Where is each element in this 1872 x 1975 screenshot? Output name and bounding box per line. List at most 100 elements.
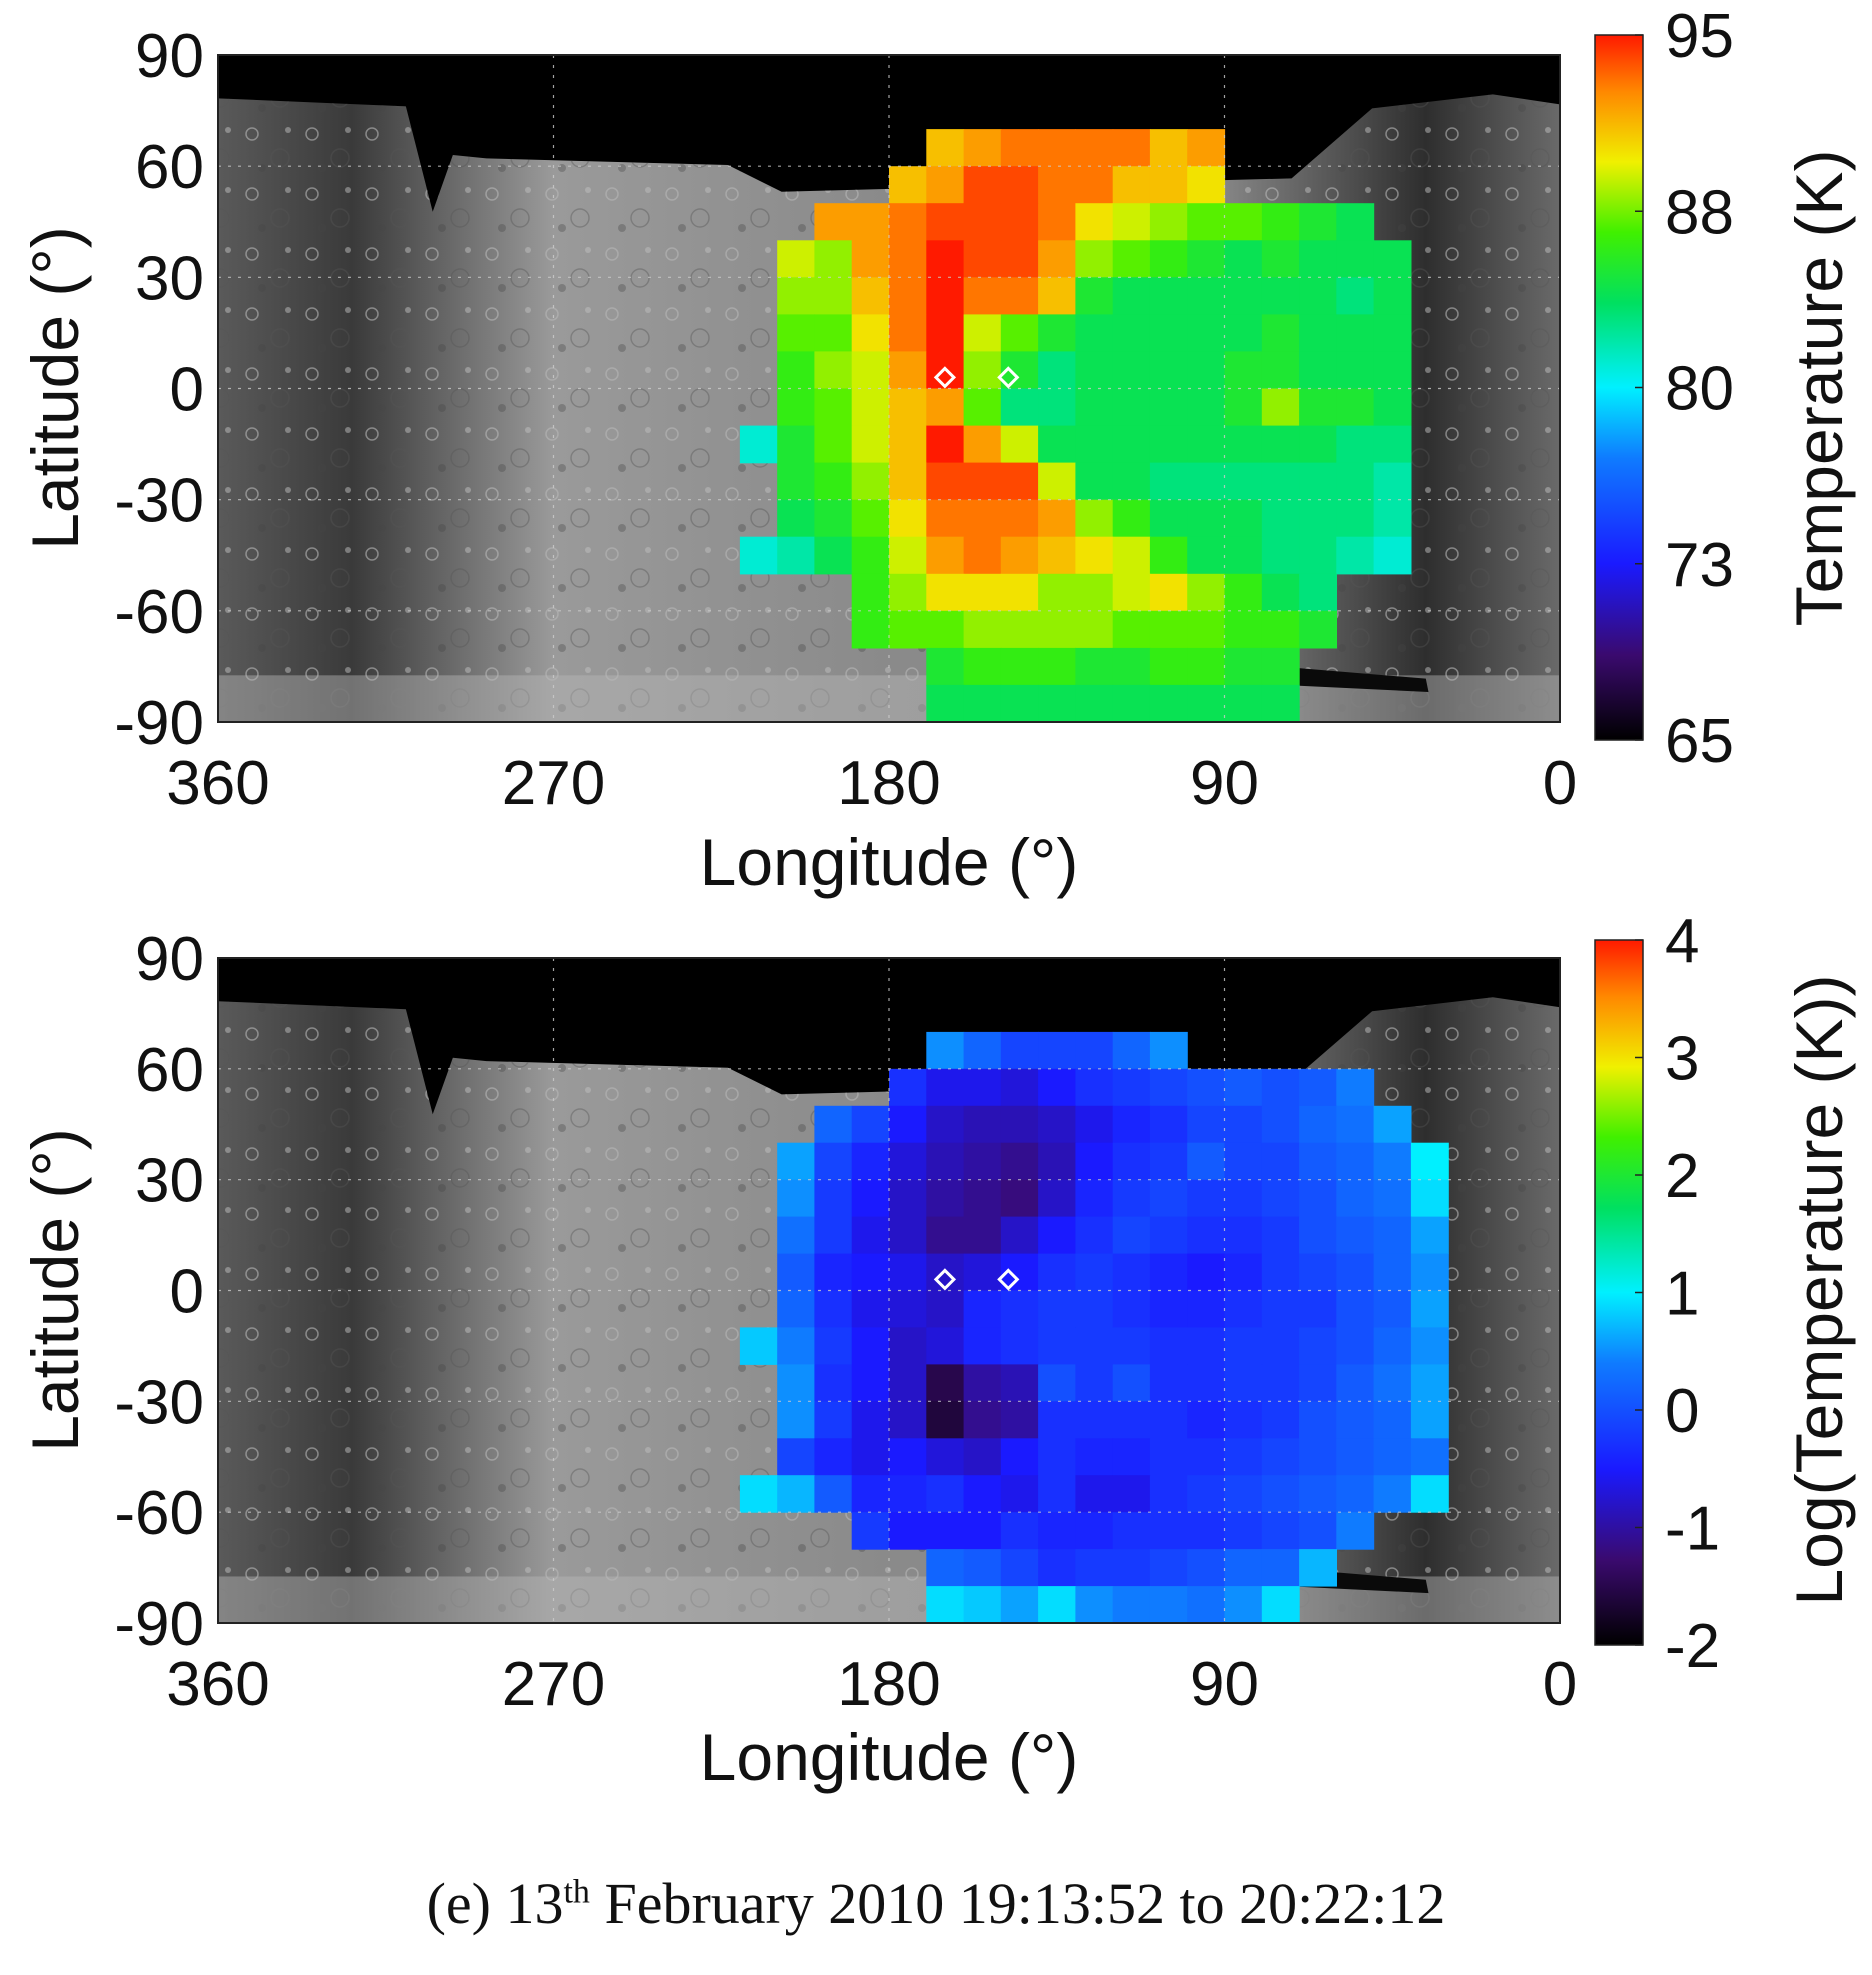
heatmap-cell: [1187, 1475, 1226, 1513]
heatmap-cell: [889, 1327, 927, 1365]
heatmap-cell: [1261, 1179, 1300, 1218]
heatmap-cell: [926, 1142, 965, 1181]
heatmap-cell: [1299, 314, 1337, 353]
colorbar-tick-label: 3: [1665, 1025, 1699, 1094]
heatmap-cell: [1112, 1327, 1151, 1365]
heatmap-cell: [1149, 1031, 1188, 1070]
heatmap-cell: [1149, 1290, 1188, 1328]
heatmap-cell: [1336, 499, 1375, 538]
heatmap-cell: [963, 1031, 1002, 1070]
heatmap-cell: [1373, 1364, 1412, 1402]
heatmap-cell: [1261, 1364, 1300, 1402]
heatmap-cell: [1336, 1438, 1375, 1476]
heatmap-cell: [1000, 1327, 1039, 1365]
heatmap-cell: [1112, 240, 1151, 278]
heatmap-cell: [1224, 1068, 1263, 1107]
heatmap-cell: [926, 277, 965, 315]
colorbar-ticks-bottom: 4 3 2 1 0 -1 -2: [1635, 907, 1720, 1681]
heatmap-cell: [926, 1364, 965, 1402]
heatmap-cell: [1000, 388, 1039, 427]
heatmap-cell: [926, 610, 965, 649]
heatmap-cell: [1075, 462, 1114, 501]
x-tick-label: 90: [1190, 1650, 1259, 1719]
heatmap-cell: [1038, 536, 1076, 575]
heatmap-cell: [1373, 1327, 1412, 1365]
heatmap-cell: [926, 1216, 965, 1255]
heatmap-cell: [777, 1401, 816, 1439]
heatmap-cell: [1038, 1142, 1076, 1181]
heatmap-cell: [926, 1549, 965, 1587]
heatmap-cell: [1224, 1290, 1263, 1328]
heatmap-cell: [926, 388, 965, 427]
heatmap-cell: [889, 1290, 927, 1328]
heatmap-cell: [1000, 536, 1039, 575]
heatmap-cell: [963, 1290, 1002, 1328]
heatmap-cell: [1187, 1068, 1226, 1107]
heatmap-cell: [1075, 1364, 1114, 1402]
heatmap-cell: [889, 1216, 927, 1255]
plot-frame-bottom: [217, 957, 1561, 1624]
heatmap-cell: [814, 1401, 853, 1439]
heatmap-cell: [1112, 1031, 1151, 1070]
heatmap-cell: [814, 277, 853, 315]
heatmap-cell: [1299, 1179, 1337, 1218]
heatmap-cell: [926, 536, 965, 575]
heatmap-cell: [777, 240, 816, 278]
heatmap-cell: [1112, 1179, 1151, 1218]
heatmap-cell: [1299, 1216, 1337, 1255]
heatmap-cell: [777, 1327, 816, 1365]
heatmap-cell: [1224, 684, 1263, 723]
heatmap-cell: [1075, 240, 1114, 278]
heatmap-cell: [1075, 1549, 1114, 1587]
grid-top: [218, 55, 1560, 722]
heatmap-cell: [1112, 573, 1151, 612]
heatmap-cell: [1261, 351, 1300, 390]
heatmap-cell: [1261, 573, 1300, 612]
grid-bottom: [218, 958, 1560, 1623]
heatmap-cell: [1410, 1142, 1449, 1181]
heatmap-cell: [889, 1142, 927, 1181]
heatmap-cell: [777, 277, 816, 315]
heatmap-cell: [1149, 1475, 1188, 1513]
heatmap-cell: [926, 1586, 965, 1624]
heatmap-cell: [1038, 240, 1076, 278]
x-tick-label: 180: [837, 749, 940, 818]
heatmap-cell: [889, 1068, 927, 1107]
heatmap-cell: [1299, 351, 1337, 390]
heatmap-cell: [1224, 610, 1263, 649]
heatmap-cell: [963, 1364, 1002, 1402]
heatmap-cell: [1261, 610, 1300, 649]
heatmap-cell: [1149, 499, 1188, 538]
heatmap-cell: [1373, 1438, 1412, 1476]
heatmap-cell: [1112, 1364, 1151, 1402]
heatmap-cell: [889, 1364, 927, 1402]
heatmap-cell: [1038, 1179, 1076, 1218]
heatmap-cell: [1112, 536, 1151, 575]
heatmap-cell: [1373, 1142, 1412, 1181]
heatmap-cell: [926, 684, 965, 723]
heatmap-cell: [851, 1438, 890, 1476]
heatmap-cell: [1112, 1549, 1151, 1587]
y-ticks-bottom: 90 60 30 0 -30 -60 -90: [114, 925, 204, 1659]
heatmap-cell: [1261, 1549, 1300, 1587]
heatmap-cell: [889, 499, 927, 538]
heatmap-cell: [963, 277, 1002, 315]
heatmap-cell: [926, 573, 965, 612]
heatmap-cell: [1038, 462, 1076, 501]
heatmap-cell: [1299, 240, 1337, 278]
heatmap-cell: [1299, 1253, 1337, 1292]
heatmap-cell: [1038, 1364, 1076, 1402]
heatmap-cell: [1187, 573, 1226, 612]
heatmap-cell: [1187, 203, 1226, 241]
heatmap-cell: [1112, 1142, 1151, 1181]
heatmap-cell: [1149, 1105, 1188, 1144]
heatmap-cell: [851, 1253, 890, 1292]
heatmap-cell: [1299, 425, 1337, 464]
heatmap-cell: [1187, 351, 1226, 390]
heatmap-cell: [1000, 1068, 1039, 1107]
heatmap-cell: [1261, 203, 1300, 241]
heatmap-cell: [1075, 1179, 1114, 1218]
heatmap-cell: [777, 351, 816, 390]
heatmap-cell: [1336, 351, 1375, 390]
